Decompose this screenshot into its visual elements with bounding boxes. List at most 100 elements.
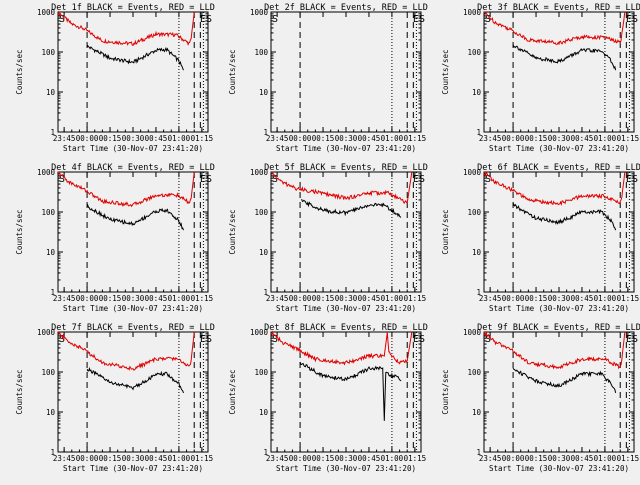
y-tick-label: 1 (263, 288, 268, 297)
y-tick-label: 10 (259, 248, 269, 257)
panel-title: Det 9f BLACK = Events, RED = LLD (477, 323, 640, 333)
x-tick-label: 01:00 (168, 134, 191, 143)
x-tick-label: 00:15 (312, 294, 335, 303)
x-tick-label: 01:15 (617, 294, 640, 303)
y-tick-label: 1 (476, 448, 481, 457)
y-tick-label: 10 (259, 88, 269, 97)
x-axis-label: Start Time (30-Nov-07 23:41:20) (63, 144, 203, 153)
detector-panel: Det 4f BLACK = Events, RED = LLD Counts/s… (15, 163, 215, 313)
x-tick-label: 00:15 (525, 134, 548, 143)
x-tick-label: 00:15 (312, 134, 335, 143)
y-tick-label: 1000 (463, 328, 482, 337)
start-end-marker: S (632, 14, 638, 25)
y-axis-label: Counts/sec (441, 209, 450, 254)
y-tick-label: 10 (472, 408, 482, 417)
y-tick-label: 100 (254, 368, 268, 377)
start-end-marker: S (485, 334, 491, 345)
events-series-line (301, 198, 402, 218)
y-tick-label: 10 (259, 408, 269, 417)
x-tick-label: 00:15 (99, 294, 122, 303)
start-end-marker: S (59, 334, 65, 345)
x-tick-label: 00:00 (502, 294, 525, 303)
x-tick-label: 00:00 (76, 454, 99, 463)
x-tick-label: 01:00 (381, 134, 404, 143)
y-tick-label: 100 (41, 208, 55, 217)
lld-series-line (58, 171, 195, 208)
y-axis-label: Counts/sec (228, 369, 237, 414)
y-tick-label: 100 (467, 208, 481, 217)
x-tick-label: 00:15 (525, 294, 548, 303)
detector-panel: Det 2f BLACK = Events, RED = LLD Counts/s… (228, 3, 428, 153)
x-tick-label: 00:00 (76, 134, 99, 143)
panel-title: Det 4f BLACK = Events, RED = LLD (51, 163, 215, 173)
y-tick-label: 10 (46, 88, 56, 97)
x-tick-label: 01:00 (381, 454, 404, 463)
x-axis-label: Start Time (30-Nov-07 23:41:20) (489, 304, 629, 313)
x-tick-label: 01:00 (168, 294, 191, 303)
start-end-marker: S (272, 14, 278, 25)
y-tick-label: 10 (472, 248, 482, 257)
panel-title: Det 8f BLACK = Events, RED = LLD (264, 323, 428, 333)
y-tick-label: 1 (50, 448, 55, 457)
x-tick-label: 23:45 (53, 294, 76, 303)
y-tick-label: 1 (263, 448, 268, 457)
y-tick-label: 10 (46, 248, 56, 257)
start-end-marker: E (626, 334, 632, 345)
x-tick-label: 01:00 (594, 134, 617, 143)
x-tick-label: 00:00 (502, 454, 525, 463)
x-tick-label: 00:00 (502, 134, 525, 143)
start-end-marker: S (59, 174, 65, 185)
y-tick-label: 10 (472, 88, 482, 97)
x-tick-label: 01:00 (594, 294, 617, 303)
x-tick-label: 23:45 (53, 454, 76, 463)
events-series-line (299, 361, 402, 421)
y-tick-label: 10 (46, 408, 56, 417)
y-axis-label: Counts/sec (15, 209, 24, 254)
x-tick-label: 00:45 (571, 294, 594, 303)
start-end-marker: E (413, 174, 419, 185)
x-axis-label: Start Time (30-Nov-07 23:41:20) (489, 464, 629, 473)
x-tick-label: 23:45 (479, 294, 502, 303)
lld-series-line (270, 330, 413, 366)
x-tick-label: 00:15 (99, 454, 122, 463)
y-tick-label: 100 (254, 48, 268, 57)
detector-panel: Det 7f BLACK = Events, RED = LLD Counts/s… (15, 323, 215, 473)
x-axis-label: Start Time (30-Nov-07 23:41:20) (276, 144, 416, 153)
start-end-marker: S (419, 14, 425, 25)
lld-series-line (57, 331, 195, 371)
x-tick-label: 00:45 (358, 454, 381, 463)
start-end-marker: S (59, 14, 65, 25)
x-tick-label: 00:30 (122, 294, 145, 303)
x-tick-label: 23:45 (53, 134, 76, 143)
lld-series-line (57, 10, 195, 47)
y-tick-label: 1 (50, 128, 55, 137)
panel-title: Det 6f BLACK = Events, RED = LLD (477, 163, 640, 173)
y-tick-label: 100 (254, 208, 268, 217)
y-tick-label: 1000 (250, 328, 269, 337)
x-tick-label: 01:00 (381, 294, 404, 303)
x-tick-label: 23:45 (266, 134, 289, 143)
x-tick-label: 23:45 (479, 454, 502, 463)
y-tick-label: 1000 (250, 8, 269, 17)
y-tick-label: 1000 (37, 168, 56, 177)
lld-series-line (270, 171, 413, 205)
x-axis-label: Start Time (30-Nov-07 23:41:20) (63, 304, 203, 313)
x-tick-label: 00:15 (99, 134, 122, 143)
detector-panel: Det 6f BLACK = Events, RED = LLD Counts/s… (441, 163, 640, 313)
y-tick-label: 1000 (37, 328, 56, 337)
x-tick-label: 01:15 (404, 294, 427, 303)
x-tick-label: 01:15 (191, 134, 214, 143)
x-tick-label: 00:00 (76, 294, 99, 303)
x-tick-label: 00:45 (145, 134, 168, 143)
start-end-marker: S (632, 174, 638, 185)
x-axis-label: Start Time (30-Nov-07 23:41:20) (489, 144, 629, 153)
x-tick-label: 23:45 (266, 454, 289, 463)
x-tick-label: 00:30 (335, 294, 358, 303)
start-end-marker: S (206, 14, 212, 25)
x-tick-label: 01:15 (617, 134, 640, 143)
y-tick-label: 1000 (463, 8, 482, 17)
y-tick-label: 1000 (37, 8, 56, 17)
lld-series-line (483, 11, 626, 46)
events-series-line (86, 367, 184, 394)
